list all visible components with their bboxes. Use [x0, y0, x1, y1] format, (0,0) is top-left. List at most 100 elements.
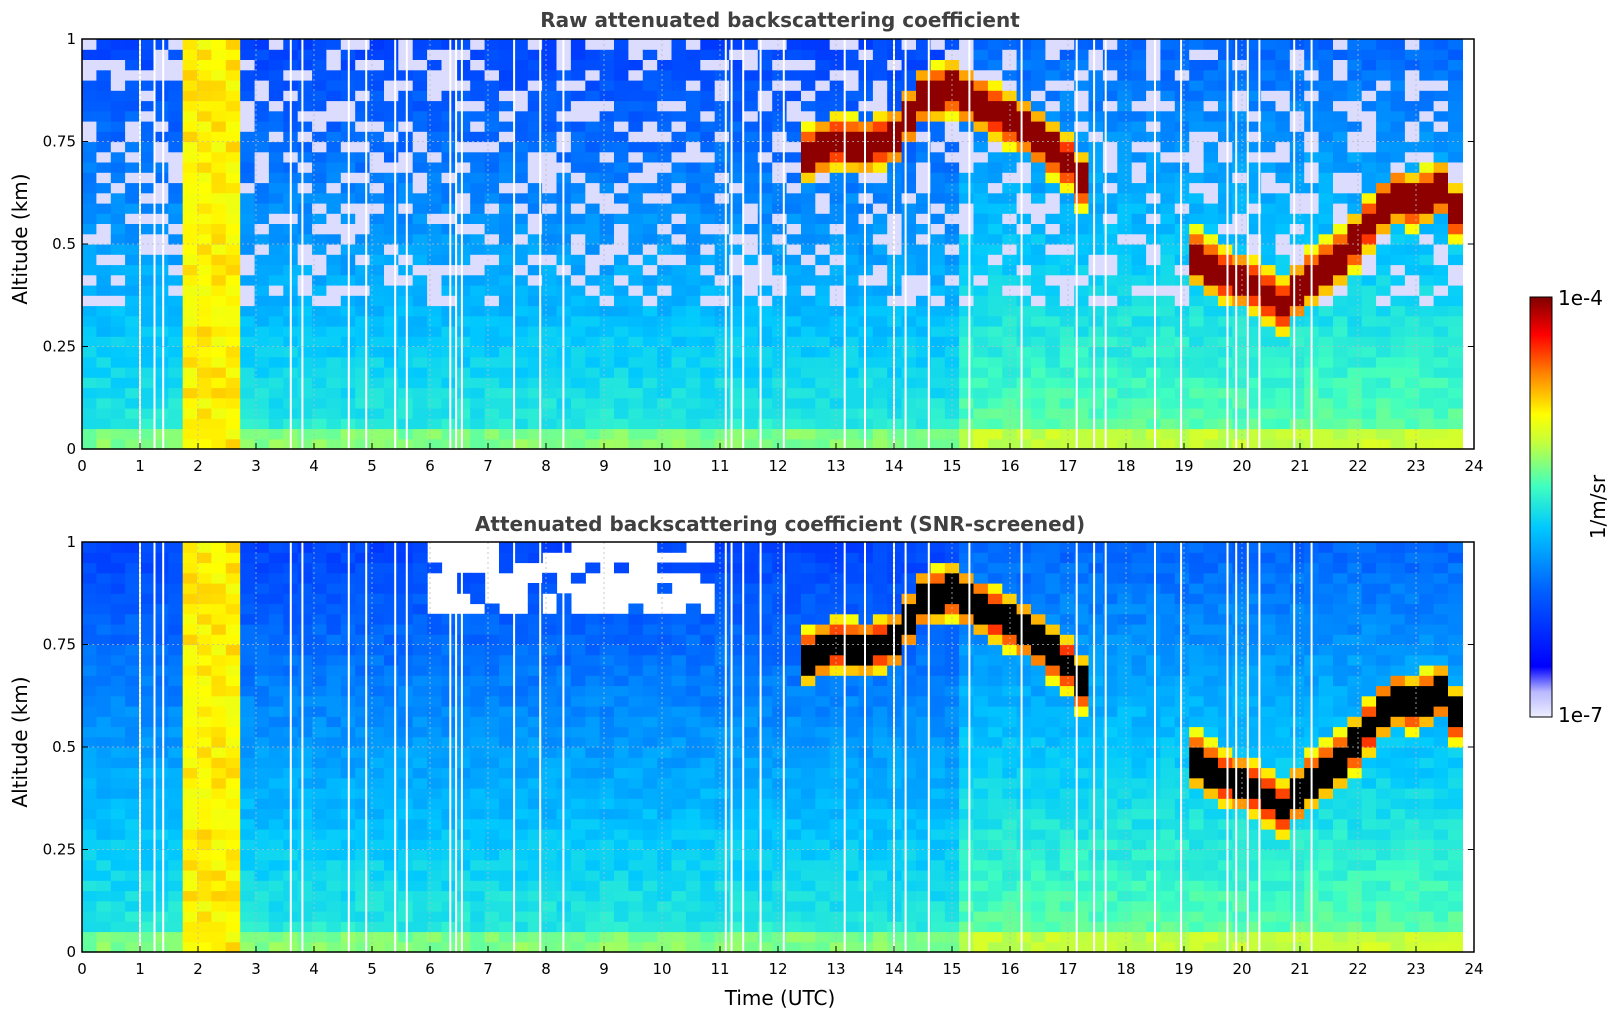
heatmap-cell [96, 675, 112, 687]
heatmap-cell [168, 665, 184, 676]
heatmap-cell [326, 849, 342, 861]
heatmap-cell [1031, 192, 1046, 204]
heatmap-cell [570, 49, 586, 60]
heatmap-cell [1448, 233, 1463, 245]
heatmap-cell [959, 264, 975, 276]
heatmap-cell [211, 716, 227, 728]
heatmap-cell [1433, 438, 1449, 450]
heatmap-cell [527, 223, 543, 235]
heatmap-cell [1318, 428, 1334, 440]
heatmap-cell [355, 438, 371, 450]
heatmap-cell [96, 716, 112, 728]
heatmap-cell [570, 80, 586, 91]
heatmap-cell [254, 223, 270, 235]
heatmap-cell [499, 110, 514, 122]
heatmap-cell [240, 49, 256, 60]
heatmap-cell [268, 192, 284, 204]
heatmap-cell [1160, 172, 1176, 184]
heatmap-cell [1275, 367, 1291, 378]
heatmap-cell [916, 367, 931, 378]
heatmap-cell [312, 736, 328, 748]
heatmap-cell [786, 428, 802, 440]
heatmap-cell [1117, 326, 1133, 337]
heatmap-cell [1347, 356, 1363, 368]
heatmap-cell [168, 818, 184, 830]
heatmap-cell [139, 900, 155, 912]
heatmap-cell [729, 151, 745, 163]
heatmap-cell [427, 716, 443, 728]
heatmap-cell [815, 203, 831, 214]
heatmap-cell [1419, 162, 1435, 173]
heatmap-cell [1433, 397, 1449, 409]
heatmap-cell [297, 213, 313, 224]
heatmap-cell [1117, 49, 1133, 60]
heatmap-cell [427, 931, 443, 943]
heatmap-cell [312, 203, 328, 214]
heatmap-cell [1088, 162, 1104, 173]
heatmap-cell [211, 921, 227, 933]
heatmap-cell [527, 274, 543, 286]
heatmap-cell [240, 80, 256, 91]
heatmap-cell [513, 80, 529, 91]
heatmap-cell [872, 192, 888, 204]
x-tick-label: 23 [1406, 457, 1425, 475]
heatmap-cell [815, 121, 831, 132]
heatmap-cell [355, 665, 371, 676]
heatmap-cell [1261, 69, 1277, 81]
heatmap-cell [1016, 377, 1032, 389]
heatmap-cell [815, 90, 831, 102]
heatmap-cell [240, 634, 256, 646]
heatmap-cell [369, 654, 385, 666]
heatmap-cell [412, 274, 428, 286]
heatmap-cell [542, 397, 558, 409]
heatmap-cell [225, 121, 241, 132]
heatmap-cell [326, 757, 342, 769]
heatmap-cell [1404, 356, 1420, 368]
heatmap-cell [268, 295, 284, 307]
heatmap-cell [82, 613, 97, 625]
heatmap-cell [384, 777, 399, 789]
heatmap-cell [614, 418, 629, 430]
heatmap-cell [872, 408, 888, 419]
heatmap-cell [1160, 110, 1176, 122]
heatmap-cell [211, 870, 227, 881]
heatmap-cell [1318, 69, 1334, 81]
heatmap-cell [240, 356, 256, 368]
heatmap-cell [1117, 162, 1133, 173]
heatmap-cell [585, 141, 601, 153]
heatmap-cell [801, 254, 816, 266]
heatmap-cell [369, 100, 385, 112]
heatmap-cell [1404, 264, 1420, 276]
heatmap-cell [786, 397, 802, 409]
heatmap-cell [916, 315, 931, 327]
heatmap-cell [211, 839, 227, 851]
heatmap-cell [757, 295, 773, 307]
heatmap-cell [197, 213, 212, 224]
heatmap-cell [470, 326, 486, 337]
heatmap-cell [1146, 397, 1162, 409]
heatmap-cell [499, 326, 514, 337]
heatmap-cell [1131, 397, 1147, 409]
heatmap-cell [240, 121, 256, 132]
heatmap-cell [182, 562, 198, 574]
heatmap-cell [254, 593, 270, 605]
heatmap-cell [1203, 377, 1219, 389]
heatmap-cell [513, 121, 529, 132]
heatmap-cell [1347, 213, 1363, 224]
heatmap-cell [527, 418, 543, 430]
heatmap-cell [240, 367, 256, 378]
heatmap-cell [125, 131, 141, 143]
heatmap-cell [729, 274, 745, 286]
heatmap-cell [268, 849, 284, 861]
heatmap-cell [1347, 141, 1363, 153]
heatmap-cell [786, 254, 802, 266]
heatmap-cell [197, 613, 212, 625]
heatmap-cell [1232, 203, 1248, 214]
heatmap-cell [96, 438, 112, 450]
heatmap-cell [441, 110, 457, 122]
heatmap-cell [1390, 387, 1406, 399]
heatmap-cell [1031, 264, 1046, 276]
heatmap-cell [240, 182, 256, 194]
heatmap-cell [211, 100, 227, 112]
heatmap-cell [254, 880, 270, 892]
